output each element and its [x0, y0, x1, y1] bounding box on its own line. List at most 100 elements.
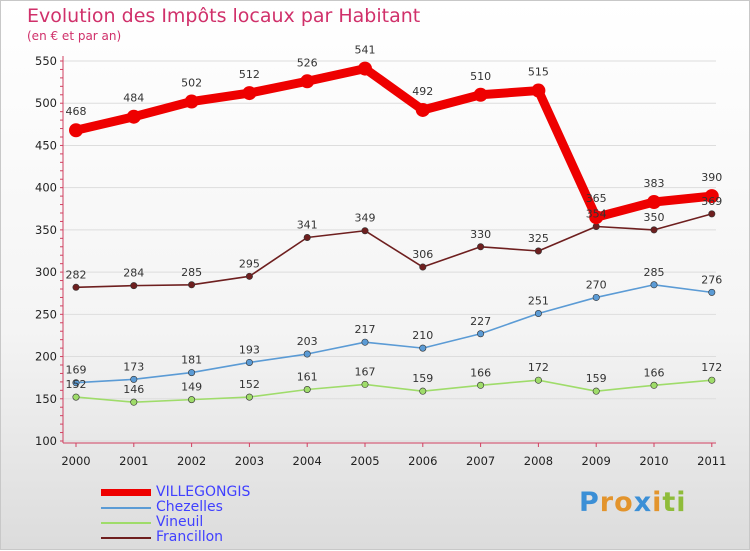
x-tick-label-2010: 2010 — [639, 454, 668, 468]
grid-lines — [63, 60, 716, 442]
point-vineuil-2009 — [592, 387, 600, 395]
data-label-francillon-2005: 349 — [355, 212, 376, 225]
data-label-villegongis-2006: 492 — [412, 85, 433, 98]
proxiti-logo: Proxiti — [579, 487, 687, 518]
data-label-chezelles-2000: 169 — [66, 364, 87, 377]
x-tick-label-2009: 2009 — [582, 454, 611, 468]
axes: 100 150 200 250 300 350 400 450 500 550 2000 2001 20… — [35, 54, 726, 468]
point-chezelles-2010 — [650, 281, 658, 289]
data-label-francillon-2003: 295 — [239, 257, 260, 270]
point-chezelles-2011 — [708, 288, 716, 296]
point-francillon-2003 — [245, 272, 253, 280]
data-label-vineuil-2001: 146 — [123, 383, 144, 396]
data-label-villegongis-2003: 512 — [239, 68, 260, 81]
data-label-chezelles-2006: 210 — [412, 329, 433, 342]
data-label-villegongis-2009: 365 — [586, 192, 607, 205]
data-label-chezelles-2005: 217 — [355, 323, 376, 336]
point-francillon-2009 — [592, 223, 600, 231]
y-tick-label-200: 200 — [35, 350, 57, 364]
data-label-vineuil-2003: 152 — [239, 378, 260, 391]
data-label-chezelles-2010: 285 — [644, 266, 665, 279]
point-chezelles-2001 — [130, 375, 138, 383]
point-francillon-2004 — [303, 233, 311, 241]
point-chezelles-2000 — [72, 379, 80, 387]
point-vineuil-2006 — [419, 387, 427, 395]
series-line-vineuil — [75, 379, 713, 403]
point-chezelles-2007 — [477, 330, 485, 338]
data-label-villegongis-2008: 515 — [528, 66, 549, 79]
point-villegongis-2003 — [242, 86, 257, 101]
logo-letter: r — [599, 487, 615, 518]
legend-swatch-vineuil — [101, 522, 151, 524]
data-label-vineuil-2011: 172 — [701, 361, 722, 374]
data-label-chezelles-2002: 181 — [181, 354, 202, 367]
data-label-vineuil-2008: 172 — [528, 361, 549, 374]
point-vineuil-2007 — [477, 381, 485, 389]
y-tick-label-550: 550 — [35, 54, 57, 68]
logo-letter: o — [614, 487, 634, 518]
point-vineuil-2003 — [245, 393, 253, 401]
x-tick-label-2006: 2006 — [408, 454, 437, 468]
point-francillon-2006 — [419, 263, 427, 271]
point-villegongis-2004 — [300, 74, 315, 89]
point-villegongis-2002 — [184, 94, 199, 109]
point-vineuil-2005 — [361, 380, 369, 388]
data-label-villegongis-2001: 484 — [123, 92, 144, 105]
y-tick-label-500: 500 — [35, 96, 57, 110]
y-tick-label-450: 450 — [35, 138, 57, 152]
data-label-vineuil-2005: 167 — [355, 365, 376, 378]
data-label-chezelles-2009: 270 — [586, 278, 607, 291]
point-chezelles-2002 — [188, 369, 196, 377]
data-label-francillon-2011: 369 — [701, 195, 722, 208]
point-vineuil-2001 — [130, 398, 138, 406]
chart-title: Evolution des Impôts locaux par Habitant — [27, 5, 421, 27]
point-vineuil-2010 — [650, 381, 658, 389]
x-tick-label-2008: 2008 — [524, 454, 553, 468]
point-chezelles-2003 — [245, 358, 253, 366]
data-label-vineuil-2010: 166 — [644, 366, 665, 379]
x-tick-label-2003: 2003 — [235, 454, 264, 468]
point-villegongis-2010 — [647, 195, 661, 210]
data-label-francillon-2009: 354 — [586, 208, 607, 221]
point-villegongis-2006 — [415, 102, 430, 117]
legend-swatch-villegongis — [101, 489, 151, 496]
x-tick-label-2004: 2004 — [293, 454, 322, 468]
series-line-villegongis — [71, 64, 717, 222]
data-label-francillon-2004: 341 — [297, 218, 318, 231]
series-line-chezelles — [75, 283, 713, 384]
point-chezelles-2004 — [303, 350, 311, 358]
data-label-francillon-2002: 285 — [181, 266, 202, 279]
x-tick-label-2000: 2000 — [61, 454, 90, 468]
legend-swatch-francillon — [101, 537, 151, 539]
point-francillon-2001 — [130, 282, 138, 290]
point-vineuil-2004 — [303, 385, 311, 393]
point-francillon-2010 — [650, 226, 658, 234]
point-francillon-2002 — [188, 281, 196, 289]
series-layer — [69, 61, 719, 406]
data-label-francillon-2001: 284 — [123, 267, 144, 280]
data-label-villegongis-2010: 383 — [644, 177, 665, 190]
point-villegongis-2005 — [358, 61, 372, 76]
data-label-chezelles-2011: 276 — [701, 273, 722, 286]
point-chezelles-2009 — [592, 293, 600, 301]
point-villegongis-2008 — [531, 83, 546, 98]
data-label-villegongis-2011: 390 — [701, 171, 722, 184]
x-tick-label-2002: 2002 — [177, 454, 206, 468]
x-tick-label-2007: 2007 — [466, 454, 495, 468]
data-label-francillon-2008: 325 — [528, 232, 549, 245]
point-vineuil-2008 — [534, 376, 542, 384]
data-label-francillon-2006: 306 — [412, 248, 433, 261]
data-label-chezelles-2008: 251 — [528, 294, 549, 307]
data-label-villegongis-2007: 510 — [470, 70, 491, 83]
data-label-vineuil-2000: 152 — [66, 378, 87, 391]
data-label-chezelles-2004: 203 — [297, 335, 318, 348]
data-label-chezelles-2007: 227 — [470, 315, 491, 328]
point-vineuil-2002 — [188, 396, 196, 404]
point-francillon-2000 — [72, 283, 80, 291]
point-vineuil-2000 — [72, 393, 80, 401]
legend-label-francillon: Francillon — [156, 529, 224, 545]
data-label-villegongis-2004: 526 — [297, 56, 318, 69]
y-tick-label-250: 250 — [35, 307, 57, 321]
